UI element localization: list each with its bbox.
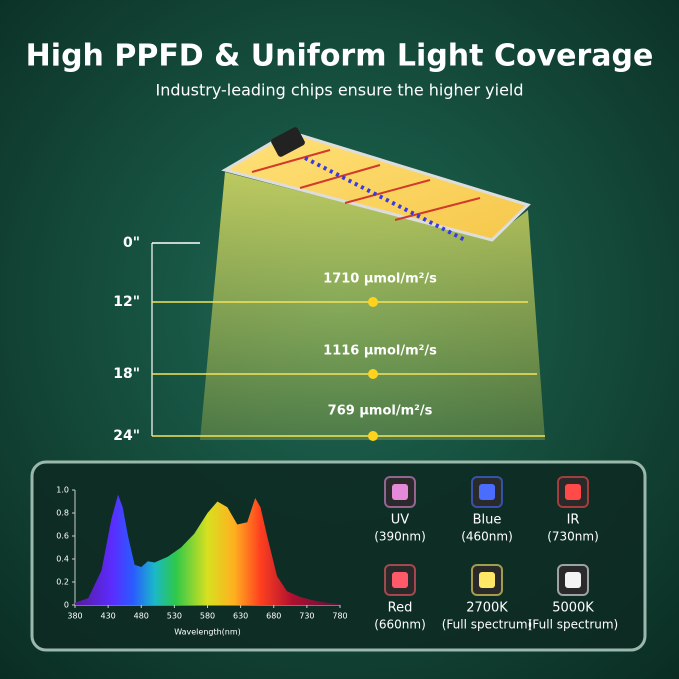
height-label: 24" (113, 428, 140, 444)
x-tick-label: 730 (299, 612, 314, 621)
ppfd-reading: 1116 μmol/m²/s (323, 344, 437, 359)
height-label: 18" (113, 366, 140, 382)
height-label: 12" (113, 294, 140, 310)
chip-light (392, 572, 408, 588)
chip-name: Red (388, 601, 413, 616)
x-tick-label: 530 (167, 612, 182, 621)
ppfd-dot (368, 369, 378, 379)
chip-name: 2700K (466, 601, 508, 616)
chip-light (565, 484, 581, 500)
chip-name: IR (567, 513, 580, 528)
chip-light (479, 572, 495, 588)
height-label: 0" (123, 235, 140, 251)
chip-name: 5000K (552, 601, 594, 616)
lamp-driver (271, 127, 305, 157)
ppfd-reading: 1710 μmol/m²/s (323, 272, 437, 287)
ppfd-reading: 769 μmol/m²/s (328, 404, 433, 419)
chip-light (479, 484, 495, 500)
y-tick-label: 0.6 (56, 532, 69, 541)
title: High PPFD & Uniform Light Coverage (26, 39, 654, 74)
lamp-blue-chips (304, 156, 466, 242)
lamp-strips (251, 149, 481, 221)
ppfd-dot (368, 297, 378, 307)
y-tick-label: 0.8 (56, 509, 69, 518)
y-tick-label: 1.0 (56, 486, 69, 495)
spectrum-area (75, 494, 340, 605)
chip-name: UV (391, 513, 410, 528)
subtitle: Industry-leading chips ensure the higher… (155, 81, 523, 100)
x-tick-label: 380 (67, 612, 82, 621)
chip-detail: (660nm) (374, 618, 426, 632)
ppfd-dot (368, 431, 378, 441)
x-tick-label: 430 (100, 612, 115, 621)
chip-light (392, 484, 408, 500)
x-tick-label: 630 (233, 612, 248, 621)
x-tick-label: 480 (134, 612, 149, 621)
x-tick-label: 680 (266, 612, 281, 621)
x-axis-label: Wavelength(nm) (174, 628, 241, 637)
chip-detail: (730nm) (547, 530, 599, 544)
chip-detail: (460nm) (461, 530, 513, 544)
chip-light (565, 572, 581, 588)
y-tick-label: 0.2 (56, 578, 69, 587)
chip-detail: (Full spectrum) (442, 618, 532, 632)
chip-detail: (Full spectrum) (528, 618, 618, 632)
y-tick-label: 0 (64, 601, 69, 610)
chip-name: Blue (473, 513, 502, 528)
y-tick-label: 0.4 (56, 555, 69, 564)
chip-detail: (390nm) (374, 530, 426, 544)
x-tick-label: 580 (200, 612, 215, 621)
x-tick-label: 780 (332, 612, 347, 621)
